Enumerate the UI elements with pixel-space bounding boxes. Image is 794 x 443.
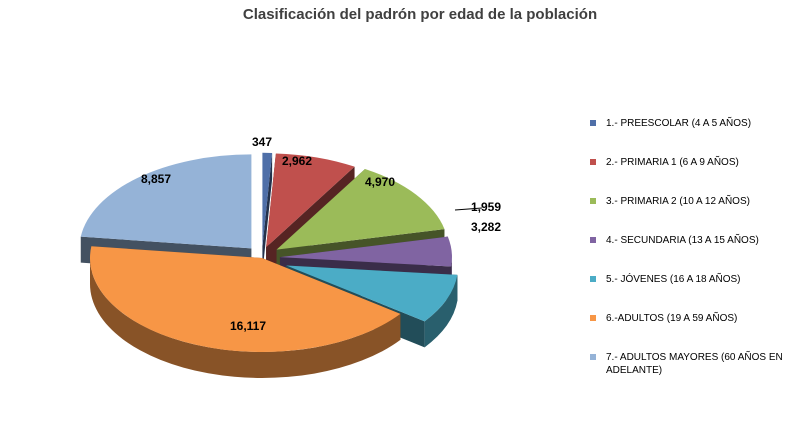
legend-swatch: [590, 120, 596, 126]
legend-label: 7.- ADULTOS MAYORES (60 AÑOS EN ADELANTE…: [606, 352, 783, 376]
legend-label: 3.- PRIMARIA 2 (10 A 12 AÑOS): [606, 196, 750, 207]
data-label-6: 16,117: [230, 319, 266, 333]
pie-slice-1: [262, 152, 273, 247]
pie-chart: 347 2,962 4,970 1,959 3,282 16,117 8,857: [80, 135, 501, 378]
data-label-leader-line: [454, 207, 483, 211]
data-label-5: 3,282: [471, 220, 501, 234]
pie-slice-4: [279, 236, 452, 267]
legend-label: 2.- PRIMARIA 1 (6 A 9 AÑOS): [606, 157, 739, 168]
chart-title: Clasificación del padrón por edad de la …: [242, 6, 598, 23]
pie-slice-7: [80, 154, 252, 249]
legend-item: 5.- JÓVENES (16 A 18 AÑOS): [590, 273, 790, 286]
legend-label: 6.-ADULTOS (19 A 59 AÑOS): [606, 313, 738, 324]
pie-slice-5: [286, 265, 458, 322]
pie-slice-side: [262, 152, 273, 273]
legend-swatch: [590, 315, 596, 321]
pie-slice-edge: [262, 152, 273, 273]
data-label-7: 8,857: [141, 172, 171, 186]
legend-swatch: [590, 237, 596, 243]
legend-item: 3.- PRIMARIA 2 (10 A 12 AÑOS): [590, 195, 790, 208]
legend-label: 4.- SECUNDARIA (13 A 15 AÑOS): [606, 235, 759, 246]
legend-swatch: [590, 198, 596, 204]
pie-slice-wall: [90, 258, 401, 378]
legend-item: 7.- ADULTOS MAYORES (60 AÑOS EN ADELANTE…: [590, 351, 790, 377]
data-label-4: 1,959: [471, 200, 501, 214]
chart-legend: 1.- PREESCOLAR (4 A 5 AÑOS) 2.- PRIMARIA …: [590, 117, 790, 377]
legend-item: 2.- PRIMARIA 1 (6 A 9 AÑOS): [590, 156, 790, 169]
legend-swatch: [590, 354, 596, 360]
legend-label: 5.- JÓVENES (16 A 18 AÑOS): [606, 274, 741, 285]
legend-item: 6.-ADULTOS (19 A 59 AÑOS): [590, 312, 790, 325]
legend-label: 1.- PREESCOLAR (4 A 5 AÑOS): [606, 118, 752, 129]
legend-item: 4.- SECUNDARIA (13 A 15 AÑOS): [590, 234, 790, 247]
data-label-2: 2,962: [282, 154, 312, 168]
pie-slice-wall: [424, 274, 458, 348]
pie-slice-6: [90, 246, 401, 352]
legend-swatch: [590, 159, 596, 165]
pie-slice-3: [276, 168, 445, 250]
data-label-3: 4,970: [365, 175, 395, 189]
legend-swatch: [590, 276, 596, 282]
data-label-1: 347: [252, 135, 272, 149]
pie-slice-2: [266, 153, 355, 248]
legend-item: 1.- PREESCOLAR (4 A 5 AÑOS): [590, 117, 790, 130]
